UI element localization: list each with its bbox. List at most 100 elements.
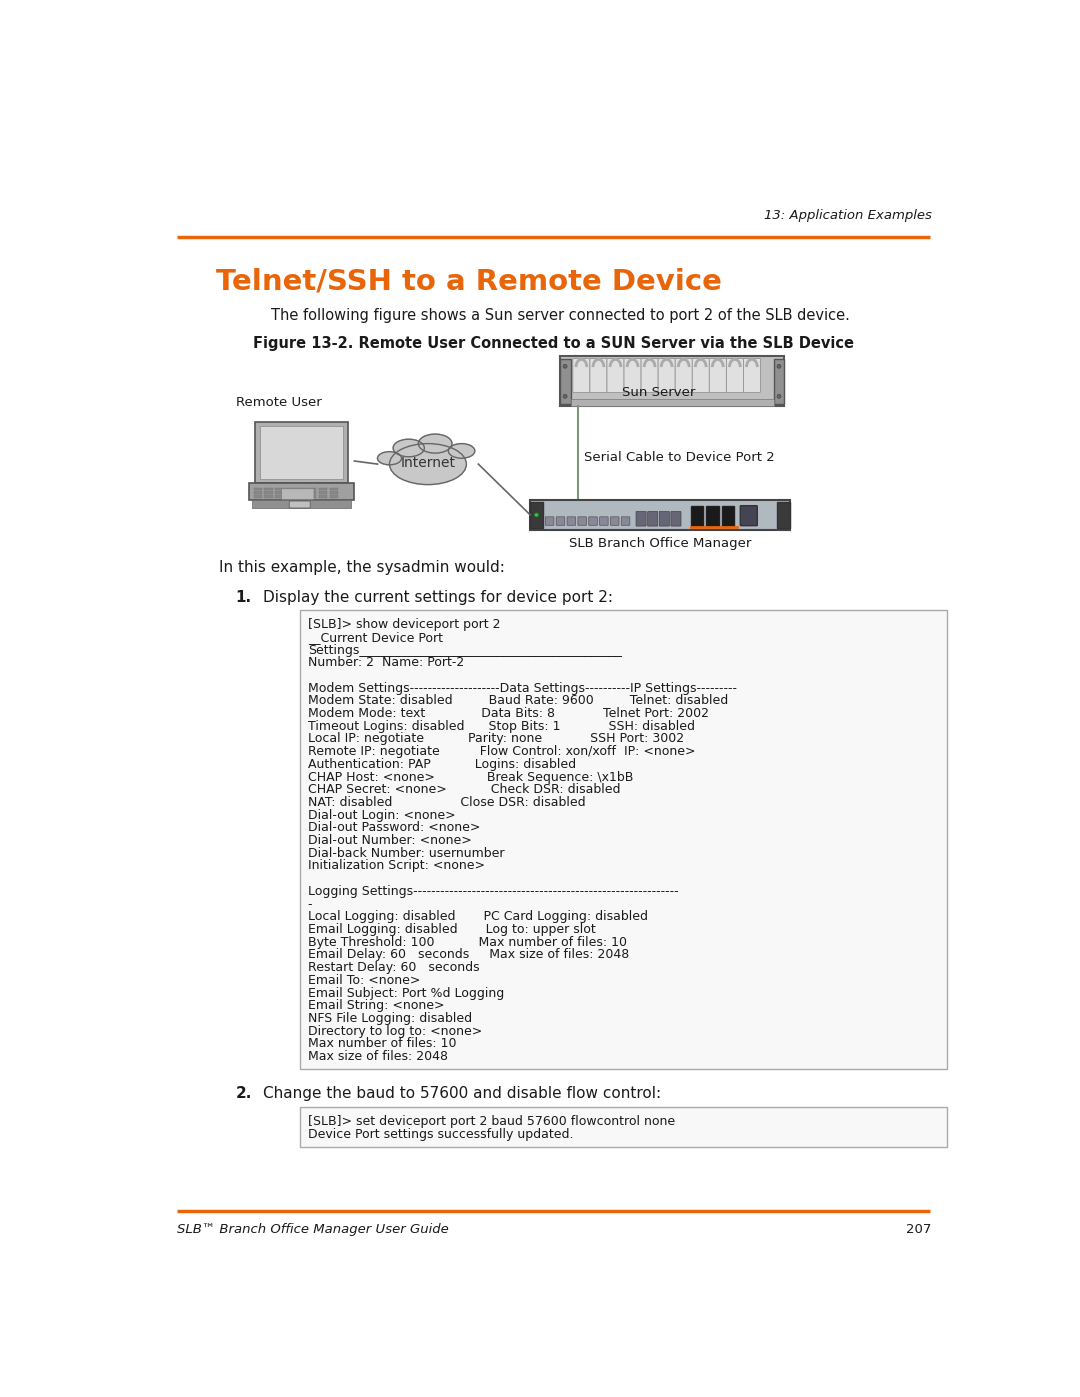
FancyBboxPatch shape [297,488,306,490]
Text: Email Logging: disabled       Log to: upper slot: Email Logging: disabled Log to: upper sl… [308,923,595,936]
FancyBboxPatch shape [559,359,570,404]
FancyBboxPatch shape [308,492,316,495]
FancyBboxPatch shape [319,492,327,495]
Text: Timeout Logins: disabled      Stop Bits: 1            SSH: disabled: Timeout Logins: disabled Stop Bits: 1 SS… [308,719,694,733]
Text: Sun Server: Sun Server [622,386,696,398]
FancyBboxPatch shape [589,517,597,525]
FancyBboxPatch shape [275,496,284,497]
Text: CHAP Secret: <none>           Check DSR: disabled: CHAP Secret: <none> Check DSR: disabled [308,784,620,796]
FancyBboxPatch shape [692,359,710,393]
Ellipse shape [390,444,467,485]
Text: Remote IP: negotiate          Flow Control: xon/xoff  IP: <none>: Remote IP: negotiate Flow Control: xon/x… [308,745,696,759]
FancyBboxPatch shape [254,492,262,495]
Circle shape [778,365,781,369]
FancyBboxPatch shape [570,398,773,407]
Ellipse shape [393,439,424,457]
FancyBboxPatch shape [530,500,789,529]
Text: Number: 2  Name: Port-2: Number: 2 Name: Port-2 [308,657,464,669]
Text: NFS File Logging: disabled: NFS File Logging: disabled [308,1011,472,1025]
FancyBboxPatch shape [778,502,789,528]
Text: Max size of files: 2048: Max size of files: 2048 [308,1051,448,1063]
FancyBboxPatch shape [300,1108,947,1147]
FancyBboxPatch shape [556,517,565,525]
Text: Email To: <none>: Email To: <none> [308,974,420,986]
Circle shape [778,394,781,398]
Text: Restart Delay: 60   seconds: Restart Delay: 60 seconds [308,961,480,974]
FancyBboxPatch shape [282,489,314,500]
FancyBboxPatch shape [329,492,338,495]
Text: Initialization Script: <none>: Initialization Script: <none> [308,859,485,873]
Text: Figure 13-2. Remote User Connected to a SUN Server via the SLB Device: Figure 13-2. Remote User Connected to a … [253,335,854,351]
Text: Change the baud to 57600 and disable flow control:: Change the baud to 57600 and disable flo… [262,1085,661,1101]
Text: Email Subject: Port %d Logging: Email Subject: Port %d Logging [308,986,504,999]
FancyBboxPatch shape [300,610,947,1069]
FancyBboxPatch shape [727,359,743,393]
Text: Internet: Internet [401,455,456,469]
Text: Local Logging: disabled       PC Card Logging: disabled: Local Logging: disabled PC Card Logging:… [308,911,648,923]
FancyBboxPatch shape [286,496,295,497]
Text: __Current Device Port: __Current Device Port [308,631,443,644]
Text: Email Delay: 60   seconds     Max size of files: 2048: Email Delay: 60 seconds Max size of file… [308,949,629,961]
Text: Remote User: Remote User [235,397,322,409]
FancyBboxPatch shape [610,517,619,525]
FancyBboxPatch shape [572,359,590,393]
FancyBboxPatch shape [265,492,273,495]
Text: Serial Cable to Device Port 2: Serial Cable to Device Port 2 [584,451,775,464]
FancyBboxPatch shape [636,511,646,527]
Text: Authentication: PAP           Logins: disabled: Authentication: PAP Logins: disabled [308,757,576,771]
FancyBboxPatch shape [710,359,727,393]
FancyBboxPatch shape [545,517,554,525]
FancyBboxPatch shape [252,500,351,509]
FancyBboxPatch shape [254,496,262,497]
Text: Local IP: negotiate           Parity: none            SSH Port: 3002: Local IP: negotiate Parity: none SSH Por… [308,732,684,746]
Circle shape [535,513,539,517]
FancyBboxPatch shape [297,492,306,495]
FancyBboxPatch shape [642,359,658,393]
Text: NAT: disabled                 Close DSR: disabled: NAT: disabled Close DSR: disabled [308,796,585,809]
Text: Display the current settings for device port 2:: Display the current settings for device … [262,590,612,605]
FancyBboxPatch shape [590,359,607,393]
FancyBboxPatch shape [275,488,284,490]
Circle shape [563,394,567,398]
Text: Byte Threshold: 100           Max number of files: 10: Byte Threshold: 100 Max number of files:… [308,936,626,949]
FancyBboxPatch shape [308,488,316,490]
FancyBboxPatch shape [607,359,624,393]
FancyBboxPatch shape [721,506,734,525]
FancyBboxPatch shape [659,511,670,527]
FancyBboxPatch shape [297,496,306,497]
FancyBboxPatch shape [648,511,658,527]
Text: [SLB]> show deviceport port 2: [SLB]> show deviceport port 2 [308,617,500,631]
FancyBboxPatch shape [658,359,675,393]
Text: Dial-back Number: usernumber: Dial-back Number: usernumber [308,847,504,859]
Text: -: - [308,898,312,911]
Text: Max number of files: 10: Max number of files: 10 [308,1038,457,1051]
FancyBboxPatch shape [599,517,608,525]
Text: 207: 207 [906,1222,932,1235]
FancyBboxPatch shape [319,496,327,497]
FancyBboxPatch shape [530,502,542,528]
Text: Settings__________________________________________: Settings________________________________… [308,644,622,657]
Text: Modem Mode: text              Data Bits: 8            Telnet Port: 2002: Modem Mode: text Data Bits: 8 Telnet Por… [308,707,708,719]
Text: Directory to log to: <none>: Directory to log to: <none> [308,1024,482,1038]
Text: Email String: <none>: Email String: <none> [308,999,444,1013]
Text: Dial-out Login: <none>: Dial-out Login: <none> [308,809,456,821]
Text: Device Port settings successfully updated.: Device Port settings successfully update… [308,1127,573,1141]
FancyBboxPatch shape [260,426,343,479]
FancyBboxPatch shape [319,488,327,490]
FancyBboxPatch shape [286,488,295,490]
FancyBboxPatch shape [275,492,284,495]
FancyBboxPatch shape [773,359,784,404]
FancyBboxPatch shape [691,506,703,525]
Text: SLB Branch Office Manager: SLB Branch Office Manager [569,538,752,550]
FancyBboxPatch shape [265,488,273,490]
Text: Dial-out Password: <none>: Dial-out Password: <none> [308,821,481,834]
FancyBboxPatch shape [254,488,262,490]
Text: Dial-out Number: <none>: Dial-out Number: <none> [308,834,472,847]
FancyBboxPatch shape [671,511,681,527]
FancyBboxPatch shape [706,506,718,525]
FancyBboxPatch shape [255,422,348,483]
Text: 2.: 2. [235,1085,252,1101]
Circle shape [563,365,567,369]
FancyBboxPatch shape [329,488,338,490]
FancyBboxPatch shape [308,496,316,497]
